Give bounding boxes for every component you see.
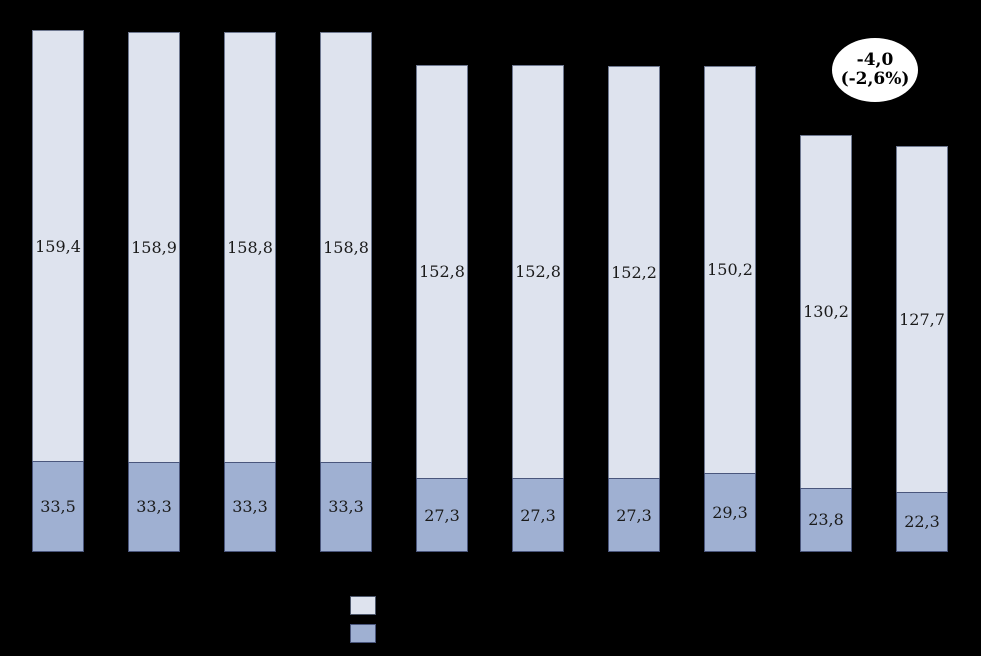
bar-lower-segment: 27,3 bbox=[512, 478, 564, 552]
legend-swatch-upper-segment bbox=[350, 596, 376, 615]
bar-upper-segment: 158,9 bbox=[128, 31, 180, 462]
bar-lower-value-label: 33,3 bbox=[136, 497, 172, 517]
annotation-ellipse: -4,0 (-2,6%) bbox=[832, 38, 918, 102]
bar-lower-segment: 33,5 bbox=[32, 461, 84, 552]
legend bbox=[350, 596, 376, 643]
bar-upper-segment: 158,8 bbox=[224, 32, 276, 462]
bar-upper-value-label: 158,9 bbox=[131, 237, 177, 257]
bar-lower-segment: 27,3 bbox=[416, 478, 468, 552]
annotation-percent: (-2,6%) bbox=[840, 69, 910, 89]
bar-lower-segment: 29,3 bbox=[704, 472, 756, 552]
bar-upper-value-label: 152,8 bbox=[419, 262, 465, 282]
legend-swatch-lower-segment bbox=[350, 624, 376, 643]
bar-lower-segment: 23,8 bbox=[800, 487, 852, 552]
bar-upper-value-label: 152,2 bbox=[611, 263, 657, 283]
bar-lower-value-label: 27,3 bbox=[424, 505, 460, 525]
bar-upper-segment: 150,2 bbox=[704, 66, 756, 473]
bar-upper-value-label: 159,4 bbox=[35, 236, 81, 256]
bar-lower-value-label: 23,8 bbox=[808, 510, 844, 530]
bar-upper-segment: 152,8 bbox=[416, 64, 468, 479]
bar-lower-segment: 27,3 bbox=[608, 478, 660, 552]
bar-lower-segment: 33,3 bbox=[320, 461, 372, 552]
bar-lower-value-label: 33,5 bbox=[40, 497, 76, 517]
bar-upper-value-label: 150,2 bbox=[707, 260, 753, 280]
bar-upper-value-label: 152,8 bbox=[515, 262, 561, 282]
bar-lower-value-label: 33,3 bbox=[328, 497, 364, 517]
bar-lower-value-label: 27,3 bbox=[520, 505, 556, 525]
bar-upper-segment: 158,8 bbox=[320, 32, 372, 462]
bar-upper-segment: 152,2 bbox=[608, 66, 660, 479]
bar-lower-value-label: 27,3 bbox=[616, 505, 652, 525]
annotation-value: -4,0 bbox=[856, 50, 894, 70]
bar-lower-segment: 33,3 bbox=[128, 461, 180, 552]
bar-upper-segment: 127,7 bbox=[896, 146, 948, 492]
bar-lower-segment: 22,3 bbox=[896, 491, 948, 552]
bar-lower-segment: 33,3 bbox=[224, 461, 276, 552]
bar-upper-segment: 152,8 bbox=[512, 64, 564, 479]
bar-lower-value-label: 29,3 bbox=[712, 502, 748, 522]
bar-upper-segment: 130,2 bbox=[800, 135, 852, 488]
bar-lower-value-label: 33,3 bbox=[232, 497, 268, 517]
bar-lower-value-label: 22,3 bbox=[904, 512, 940, 532]
bar-upper-value-label: 130,2 bbox=[803, 302, 849, 322]
bar-upper-value-label: 127,7 bbox=[899, 309, 945, 329]
bar-upper-value-label: 158,8 bbox=[227, 238, 273, 258]
bar-upper-segment: 159,4 bbox=[32, 30, 84, 462]
bar-upper-value-label: 158,8 bbox=[323, 238, 369, 258]
